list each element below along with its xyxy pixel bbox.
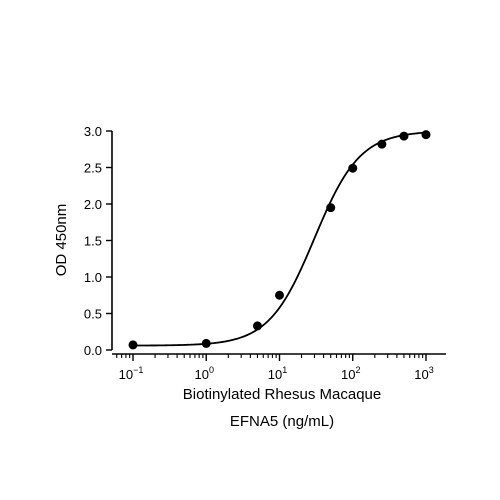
data-point [377, 139, 387, 149]
data-points [128, 130, 431, 350]
y-tick-label: 0.5 [84, 307, 102, 322]
y-tick-label: 1.0 [84, 270, 102, 285]
x-tick-label: 101 [268, 365, 287, 382]
fit-curve [132, 131, 427, 347]
y-tick-label: 3.0 [84, 124, 102, 139]
axis-ticks: 0.0 0.5 1.0 1.5 2.0 2.5 3.0 10−1 100 101 102 103 [84, 124, 434, 382]
x-axis-label-line1: Biotinylated Rhesus Macaque [183, 386, 381, 403]
y-tick-label: 0.0 [84, 343, 102, 358]
data-point [252, 321, 262, 331]
x-axis-label-line2: EFNA5 (ng/mL) [230, 413, 334, 430]
data-point [421, 130, 431, 140]
y-tick-label: 2.5 [84, 161, 102, 176]
y-tick-label: 1.5 [84, 234, 102, 249]
x-tick-label: 103 [414, 365, 433, 382]
data-point [128, 340, 138, 350]
axes [111, 131, 446, 355]
x-tick-label: 10−1 [119, 365, 144, 382]
data-point [399, 131, 409, 141]
data-point [275, 290, 284, 300]
data-point [348, 163, 358, 173]
data-point [326, 203, 336, 213]
y-tick-label: 2.0 [84, 197, 102, 212]
y-axis-label: OD 450nm [53, 204, 70, 277]
x-tick-label: 102 [341, 365, 360, 382]
x-tick-label: 100 [195, 365, 214, 382]
data-point [201, 338, 211, 348]
